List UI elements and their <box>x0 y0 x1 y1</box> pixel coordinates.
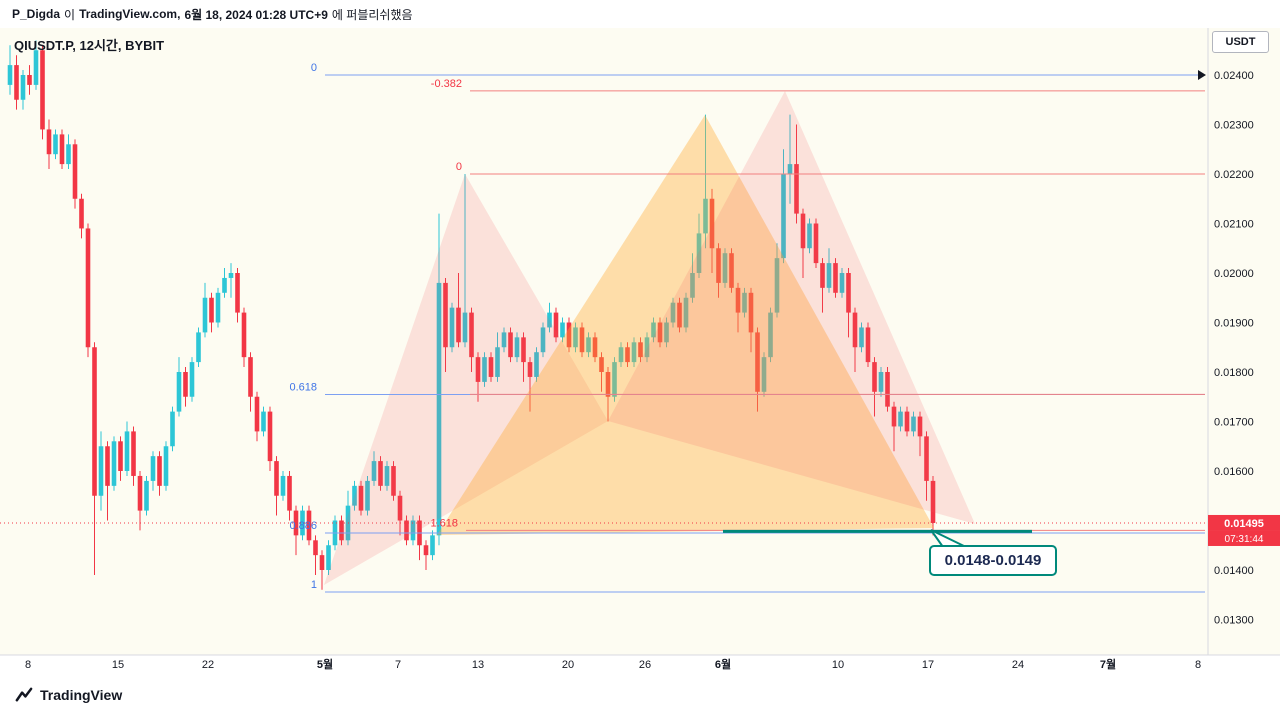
price-axis-label: 0.02100 <box>1214 219 1254 231</box>
svg-text:0.618: 0.618 <box>289 381 317 393</box>
time-axis-label: 6월 <box>715 657 731 671</box>
time-axis-label: 15 <box>112 659 124 671</box>
price-axis-label: 0.02400 <box>1214 70 1254 82</box>
countdown-badge <box>1208 530 1280 546</box>
price-axis-currency-button[interactable]: USDT <box>1212 31 1269 53</box>
time-axis-label: 22 <box>202 659 214 671</box>
time-axis-label: 8 <box>1195 659 1201 671</box>
time-axis-label: 7월 <box>1100 657 1116 671</box>
price-axis-label: 0.01900 <box>1214 318 1254 330</box>
harmonic-left-pink <box>324 174 608 585</box>
footer-bar: TradingView <box>0 680 1280 709</box>
current-price-badge <box>1208 514 1280 531</box>
svg-text:-0.382: -0.382 <box>431 78 462 90</box>
time-axis-labels: 8 15 22 5월 7 13 20 26 6월 10 17 24 7월 8 <box>25 657 1201 671</box>
tradingview-logo-icon[interactable] <box>14 685 34 705</box>
time-axis-label: 13 <box>472 659 484 671</box>
price-zone-callout-text: 0.0148-0.0149 <box>944 552 1042 569</box>
harmonic-yellow <box>437 115 934 535</box>
site-link[interactable]: TradingView.com, <box>79 7 181 21</box>
svg-text:0.886: 0.886 <box>289 520 317 532</box>
publisher-name[interactable]: P_Digda <box>12 7 61 21</box>
price-zone-callout[interactable]: 0.0148-0.0149 <box>929 545 1057 576</box>
candles-layer <box>7 40 936 590</box>
publish-datetime: 6월 18, 2024 01:28 UTC+9 <box>184 7 328 22</box>
price-axis-label: 0.02000 <box>1214 268 1254 280</box>
countdown-badge-text: 07:31:44 <box>1225 534 1264 545</box>
harmonic-right-pink <box>608 91 975 524</box>
harmonic-patterns-layer <box>324 91 975 585</box>
time-axis-label: 20 <box>562 659 574 671</box>
svg-text:0: 0 <box>456 161 462 173</box>
time-axis-label: 26 <box>639 659 651 671</box>
price-axis-label: 0.01400 <box>1214 565 1254 577</box>
price-axis-label: 0.02200 <box>1214 169 1254 181</box>
tradingview-brand-text[interactable]: TradingView <box>40 686 123 703</box>
svg-text:1: 1 <box>311 579 317 591</box>
time-axis-label: 8 <box>25 659 31 671</box>
price-axis-label: 0.01600 <box>1214 466 1254 478</box>
time-axis-label: 5월 <box>317 657 333 671</box>
time-axis-label: 7 <box>395 659 401 671</box>
time-axis-label: 10 <box>832 659 844 671</box>
price-axis-label: 0.01800 <box>1214 367 1254 379</box>
current-price-badge-text: 0.01495 <box>1224 518 1264 530</box>
publish-particle: 이 <box>64 7 76 22</box>
price-axis-label: 0.01700 <box>1214 417 1254 429</box>
time-axis-label: 17 <box>922 659 934 671</box>
symbol-legend: QIUSDT.P, 12시간, BYBIT <box>14 38 165 53</box>
time-axis-label: 24 <box>1012 659 1024 671</box>
price-axis-label: 0.01300 <box>1214 615 1254 627</box>
price-axis-label: 0.02300 <box>1214 120 1254 132</box>
line-extension-arrow <box>1198 70 1206 80</box>
svg-text:0: 0 <box>311 62 317 74</box>
publish-tail: 에 퍼블리쉬했음 <box>331 7 413 22</box>
publish-header: P_Digda 이 TradingView.com, 6월 18, 2024 0… <box>0 0 1280 28</box>
